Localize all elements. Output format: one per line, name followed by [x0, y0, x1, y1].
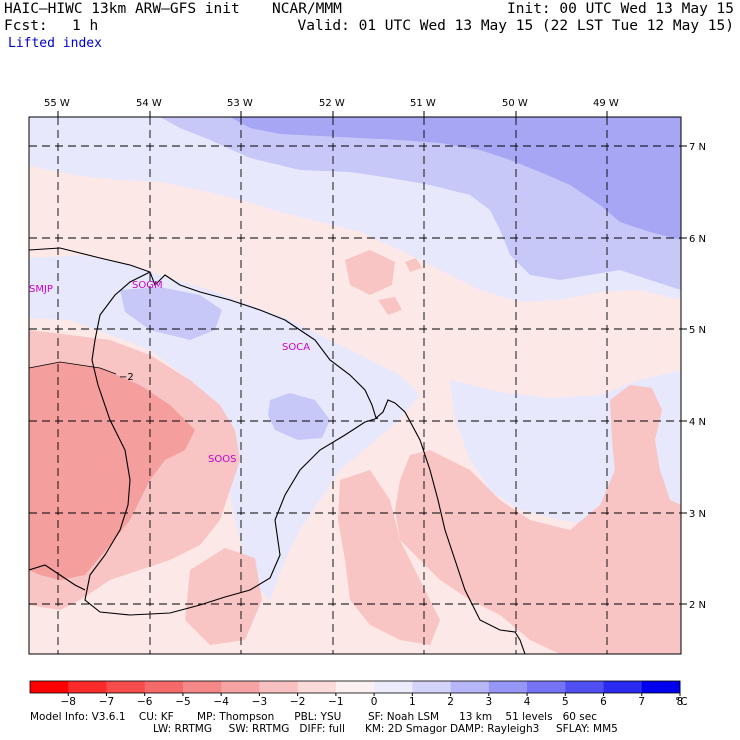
negative-field-level2 — [29, 362, 195, 580]
field-name: Lifted index — [8, 36, 102, 51]
colorbar-swatch — [30, 681, 69, 693]
forecast-label: Fcst: — [4, 18, 48, 34]
colorbar-tick-label: −3 — [252, 696, 267, 708]
negative-patch-small — [378, 297, 402, 315]
negative-patch-coast-south — [338, 470, 440, 645]
colorbar-tick-label: −1 — [328, 696, 343, 708]
lat-lon-grid — [29, 117, 681, 654]
map-frame — [28, 116, 682, 655]
colorbar-swatch — [221, 681, 260, 693]
lon-label-51w: 51 W — [410, 98, 436, 109]
colorbar-tick-label: 3 — [485, 696, 492, 708]
colorbar-tick-label: −4 — [213, 696, 229, 708]
colorbar-swatch — [297, 681, 337, 693]
colorbar-swatch — [68, 681, 107, 693]
lifted-index-field — [29, 117, 681, 654]
station-soos: SOOS — [208, 454, 236, 465]
colorbar-tick-label: 8 — [677, 696, 684, 708]
lat-label-6n: 6 N — [689, 234, 706, 245]
positive-field-level2 — [230, 117, 681, 240]
colorbar-swatch — [144, 681, 184, 693]
lon-label-55w: 55 W — [44, 98, 70, 109]
colorbar-swatch — [259, 681, 299, 693]
contour-label: −2 — [119, 372, 134, 383]
model-title: HAIC–HIWC 13km ARW–GFS init — [4, 1, 240, 17]
lon-label-50w: 50 W — [502, 98, 528, 109]
lon-label-49w: 49 W — [593, 98, 619, 109]
border-brazil-west — [29, 564, 86, 591]
colorbar-swatch — [412, 681, 452, 693]
station-soca: SOCA — [282, 342, 310, 353]
colorbar-tick-label: −2 — [290, 696, 305, 708]
colorbar-swatch — [527, 681, 566, 693]
positive-blob-soca — [268, 393, 330, 440]
axis-ticks — [57, 111, 687, 605]
negative-blob-north — [29, 166, 110, 210]
colorbar-tick-label: 6 — [600, 696, 607, 708]
producer-label: NCAR/MMM — [272, 1, 342, 17]
lat-label-3n: 3 N — [689, 509, 706, 520]
colorbar-tick-label: 7 — [638, 696, 645, 708]
positive-blob-sogm — [120, 287, 222, 340]
colorbar-tick-label: 1 — [409, 696, 416, 708]
coastlines — [29, 247, 526, 654]
contour-line-neg2 — [28, 361, 117, 375]
model-info-line1: Model Info: V3.6.1 CU: KF MP: Thompson P… — [30, 711, 597, 723]
init-time: Init: 00 UTC Wed 13 May 15 — [507, 1, 734, 17]
colorbar-frame — [29, 680, 681, 694]
colorbar-swatch — [565, 681, 605, 693]
colorbar-unit: °C — [675, 696, 688, 708]
station-sogm: SOGM — [132, 280, 163, 291]
lon-label-53w: 53 W — [227, 98, 253, 109]
colorbar-swatch — [335, 681, 375, 693]
valid-time: Valid: 01 UTC Wed 13 May 15 (22 LST Tue … — [297, 18, 735, 34]
colorbar-tick-label: 0 — [371, 696, 378, 708]
lat-label-7n: 7 N — [689, 142, 706, 153]
colorbar-tick-label: 4 — [524, 696, 531, 708]
negative-patch-east — [395, 385, 681, 654]
station-smjp: SMJP — [29, 284, 53, 295]
lat-label-5n: 5 N — [689, 325, 706, 336]
colorbar-swatch — [182, 681, 222, 693]
lon-label-54w: 54 W — [136, 98, 162, 109]
border-suriname-guiana — [84, 271, 379, 616]
colorbar-tick-label: −5 — [175, 696, 190, 708]
lat-label-2n: 2 N — [689, 600, 706, 611]
colorbar-swatch — [488, 681, 528, 693]
colorbar-swatch — [450, 681, 490, 693]
colorbar: −8 −7 −6 −5 −4 −3 −2 −1 0 1 2 3 4 5 6 7 8°C — [29, 680, 688, 708]
coastline-north — [29, 247, 526, 654]
colorbar-tick-label: 5 — [562, 696, 569, 708]
colorbar-swatch — [603, 681, 643, 693]
colorbar-swatch — [374, 681, 413, 693]
colorbar-swatch — [641, 681, 681, 693]
negative-patch-southwest — [185, 548, 262, 645]
forecast-hour: 1 h — [72, 18, 99, 34]
lat-label-4n: 4 N — [689, 417, 706, 428]
colorbar-tick-label: −6 — [137, 696, 153, 708]
colorbar-tick-label: −8 — [60, 696, 75, 708]
colorbar-swatch — [106, 681, 146, 693]
negative-patch-center — [345, 250, 395, 295]
colorbar-tick-label: −7 — [99, 696, 114, 708]
negative-patch-small2 — [405, 258, 422, 272]
model-info-line2: LW: RRTMG SW: RRTMG DIFF: full KM: 2D Sm… — [153, 723, 618, 735]
lon-label-52w: 52 W — [319, 98, 345, 109]
colorbar-tick-label: 2 — [447, 696, 454, 708]
